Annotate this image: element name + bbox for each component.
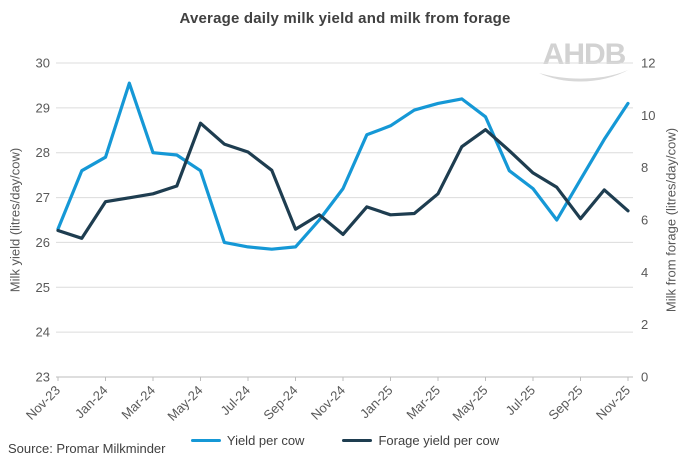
right-axis-tick-label: 0 — [641, 370, 648, 385]
gridlines — [56, 62, 633, 378]
right-axis-tick-label: 8 — [641, 160, 648, 175]
legend-item-yield-per-cow: Yield per cow — [190, 433, 305, 448]
x-axis-tick-label: Nov-25 — [593, 383, 633, 423]
x-axis-tick-label: Mar-24 — [118, 383, 158, 423]
right-axis-tick-label: 4 — [641, 265, 648, 280]
chart-legend: Yield per cow Forage yield per cow — [0, 433, 690, 448]
legend-label-yield-per-cow: Yield per cow — [226, 433, 305, 448]
source-text: Source: Promar Milkminder — [8, 441, 166, 456]
left-axis-tick-label: 27 — [36, 190, 50, 205]
right-axis-tick-label: 6 — [641, 213, 648, 228]
left-axis-tick-labels: 23 24 25 26 27 28 29 30 — [36, 56, 50, 385]
left-axis-tick-label: 26 — [36, 235, 50, 250]
x-axis-ticks — [57, 377, 629, 381]
x-axis-tick-label: Jul-24 — [217, 383, 253, 419]
right-axis-tick-label: 10 — [641, 108, 655, 123]
x-axis-tick-label: Sep-24 — [260, 383, 300, 423]
left-axis-tick-label: 30 — [36, 56, 50, 71]
chart-title: Average daily milk yield and milk from f… — [179, 10, 511, 27]
x-axis-tick-label: Nov-24 — [308, 383, 348, 423]
x-axis-tick-label: Jan-25 — [357, 383, 396, 422]
x-axis-tick-label: Mar-25 — [403, 383, 443, 423]
series-lines — [56, 81, 630, 251]
left-axis-tick-label: 29 — [36, 100, 50, 115]
x-axis-tick-label: Sep-25 — [545, 383, 585, 423]
legend-swatch-yield-per-cow — [190, 439, 221, 442]
left-axis-tick-label: 23 — [36, 370, 50, 385]
x-axis-tick-labels: Nov-23 Jan-24 Mar-24 May-24 Jul-24 Sep-24 Nov-… — [23, 383, 633, 424]
series-line-forage-yield-per-cow — [56, 121, 630, 240]
left-axis-tick-label: 25 — [36, 280, 50, 295]
legend-swatch-forage-yield-per-cow — [342, 439, 373, 442]
x-axis-tick-label: Jul-25 — [502, 383, 538, 419]
series-line-yield-per-cow — [56, 81, 630, 251]
left-axis-tick-label: 28 — [36, 145, 50, 160]
x-axis-tick-label: May-24 — [164, 383, 205, 424]
right-axis-tick-label: 12 — [641, 56, 655, 71]
x-axis-tick-label: May-25 — [449, 383, 490, 424]
legend-item-forage-yield-per-cow: Forage yield per cow — [342, 433, 499, 448]
legend-label-forage-yield-per-cow: Forage yield per cow — [378, 433, 500, 448]
x-axis-tick-label: Nov-23 — [23, 383, 63, 423]
left-axis-tick-label: 24 — [36, 325, 50, 340]
right-axis-tick-label: 2 — [641, 317, 648, 332]
x-axis-tick-label: Jan-24 — [72, 383, 111, 422]
right-axis-tick-labels: 0 2 4 6 8 10 12 — [641, 56, 655, 385]
